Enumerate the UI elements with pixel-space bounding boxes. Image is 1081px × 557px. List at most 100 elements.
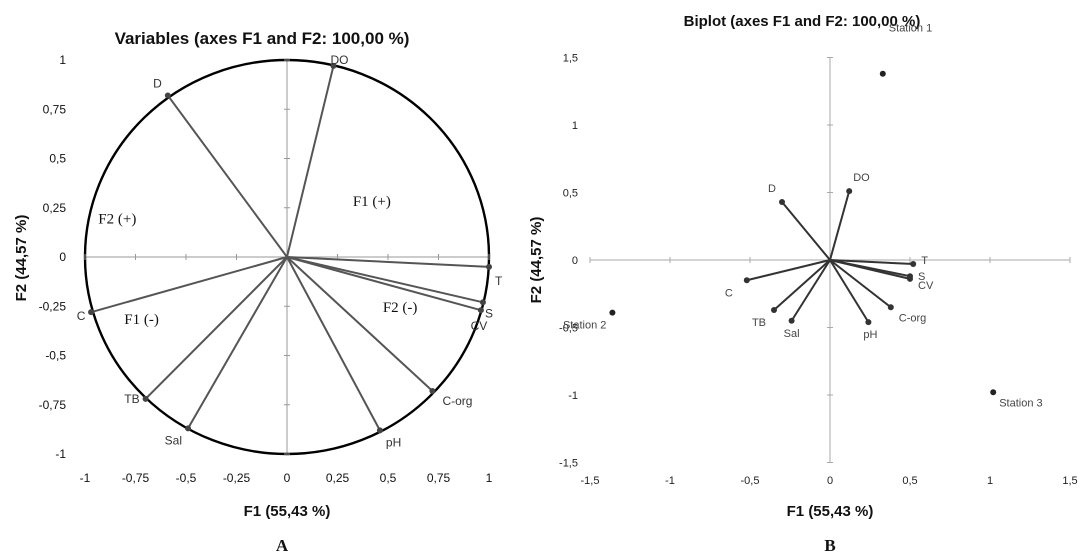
vector-point-c xyxy=(88,309,95,316)
vector-label-s: S xyxy=(485,306,493,320)
biplot-vector-tb xyxy=(773,259,831,311)
vector-s xyxy=(286,256,484,304)
biplot-vector-c xyxy=(746,259,831,282)
vector-c-org xyxy=(286,256,434,392)
chart-a-xlabel: F1 (55,43 %) xyxy=(244,503,331,520)
region-label: F1 (+) xyxy=(353,194,391,210)
chart-a-y-tick-label: -0,5 xyxy=(45,349,66,363)
vector-label-sal: Sal xyxy=(165,433,182,447)
chart-a-y-tick-label: -1 xyxy=(55,447,66,461)
vector-point-tb xyxy=(142,395,149,402)
chart-b-x-tick-label: 1 xyxy=(987,475,993,487)
biplot-vector-label-d: D xyxy=(768,183,776,195)
vector-label-do: DO xyxy=(330,53,348,67)
vector-sal xyxy=(187,256,288,429)
chart-a-y-tick-label: 0 xyxy=(59,250,66,264)
vector-point-ph xyxy=(376,427,383,434)
vector-point-t xyxy=(486,263,492,270)
biplot-vector-label-c: C xyxy=(725,287,733,299)
observation-point xyxy=(879,70,886,77)
vector-point-d xyxy=(164,92,171,99)
chart-b-xlabel: F1 (55,43 %) xyxy=(787,503,874,520)
chart-b-x-tick-label: 0,5 xyxy=(902,475,917,487)
biplot-vector-point-d xyxy=(779,198,785,205)
region-label: F2 (+) xyxy=(98,212,136,228)
chart-a-x-tick-label: 0,5 xyxy=(380,471,397,485)
chart-a-x-tick-label: 1 xyxy=(486,471,493,485)
chart-b-y-tick-label: -1 xyxy=(568,390,578,402)
chart-b-y-tick-label: -1,5 xyxy=(559,458,578,470)
observation-point xyxy=(990,389,997,396)
chart-a-x-tick-label: -0,25 xyxy=(223,471,251,485)
chart-b: -1,5-1,5 -1 -1 -0,5 -0,5 0 0 0,5 0,5 1 1 1,5 1,5 DO D T… xyxy=(559,23,1078,487)
chart-b-x-tick-label: 0 xyxy=(827,475,833,487)
biplot-vector-label-do: DO xyxy=(853,172,870,184)
vector-c xyxy=(90,256,288,314)
vector-do xyxy=(286,65,335,258)
vector-label-ph: pH xyxy=(386,435,401,449)
biplot-vector-point-c xyxy=(743,277,750,284)
vector-point-do xyxy=(330,62,337,69)
biplot-vector-label-t: T xyxy=(921,255,928,267)
biplot-vector-label-ph: pH xyxy=(863,329,877,341)
biplot-vector-point-t xyxy=(910,261,917,268)
vector-d xyxy=(167,94,288,258)
chart-a-y-tick-label: 0,5 xyxy=(49,152,66,166)
vector-label-c-org: C-org xyxy=(442,394,472,408)
chart-a-y-tick-label: 0,75 xyxy=(43,102,67,116)
biplot-vector-cv xyxy=(829,259,911,280)
biplot-vector-point-tb xyxy=(771,306,777,313)
chart-a-x-tick-label: -1 xyxy=(80,471,91,485)
biplot-vector-point-do xyxy=(846,188,853,195)
biplot-vector-ph xyxy=(829,259,870,323)
chart-b-y-tick-label: -0,5 xyxy=(559,323,578,335)
biplot-vector-point-c-org xyxy=(887,304,894,311)
chart-b-x-tick-label: -1,5 xyxy=(581,475,600,487)
panel-label-b: B xyxy=(824,536,835,555)
vector-label-t: T xyxy=(495,274,503,288)
biplot-vector-t xyxy=(829,259,914,266)
vector-point-c-org xyxy=(429,387,436,394)
biplot-vector-point-sal xyxy=(788,317,795,324)
observation-label: Station 2 xyxy=(563,320,606,332)
vector-ph xyxy=(286,256,381,431)
chart-a-y-tick-label: 1 xyxy=(59,53,66,67)
biplot-vector-point-cv xyxy=(907,275,913,282)
vector-label-d: D xyxy=(153,76,162,90)
chart-b-title: Biplot (axes F1 and F2: 100,00 %) xyxy=(684,13,921,30)
region-label: F1 (-) xyxy=(124,312,159,328)
biplot-vector-do xyxy=(829,190,851,261)
biplot-vector-c-org xyxy=(829,259,892,309)
vector-point-s xyxy=(479,299,486,306)
chart-a-x-tick-label: -0,5 xyxy=(176,471,197,485)
observation-label: Station 1 xyxy=(889,23,932,35)
vector-cv xyxy=(286,256,482,312)
vector-point-cv xyxy=(477,307,484,314)
chart-b-y-tick-label: 1 xyxy=(572,120,578,132)
chart-a: -1 -1 -0,75 -0,75 -0,5 -0,5 -0,25 -0,25 0 0 0,25 0,… xyxy=(39,53,503,485)
chart-b-y-tick-label: 1,5 xyxy=(563,53,578,65)
biplot-vector-label-c-org: C-org xyxy=(899,312,927,324)
vector-t xyxy=(286,256,490,268)
biplot-vector-sal xyxy=(790,259,831,322)
observation-point xyxy=(609,309,616,316)
chart-a-y-tick-label: 0,25 xyxy=(43,201,67,215)
chart-a-y-tick-label: -0,25 xyxy=(39,299,67,313)
vector-point-sal xyxy=(185,425,192,432)
vector-label-tb: TB xyxy=(124,392,139,406)
biplot-vector-label-tb: TB xyxy=(752,317,766,329)
chart-a-y-tick-label: -0,75 xyxy=(39,398,67,412)
vector-label-c: C xyxy=(77,309,86,323)
biplot-vector-d xyxy=(781,201,831,261)
chart-b-x-tick-label: -0,5 xyxy=(741,475,760,487)
chart-a-x-tick-label: 0,25 xyxy=(326,471,350,485)
chart-b-ylabel: F2 (44,57 %) xyxy=(528,217,545,304)
biplot-vector-label-cv: CV xyxy=(918,280,934,292)
observation-label: Station 3 xyxy=(999,397,1042,409)
biplot-vector-point-ph xyxy=(865,319,872,326)
chart-a-x-tick-label: 0 xyxy=(284,471,291,485)
chart-b-x-tick-label: 1,5 xyxy=(1062,475,1077,487)
chart-b-y-tick-label: 0 xyxy=(572,255,578,267)
chart-a-title: Variables (axes F1 and F2: 100,00 %) xyxy=(115,29,410,48)
